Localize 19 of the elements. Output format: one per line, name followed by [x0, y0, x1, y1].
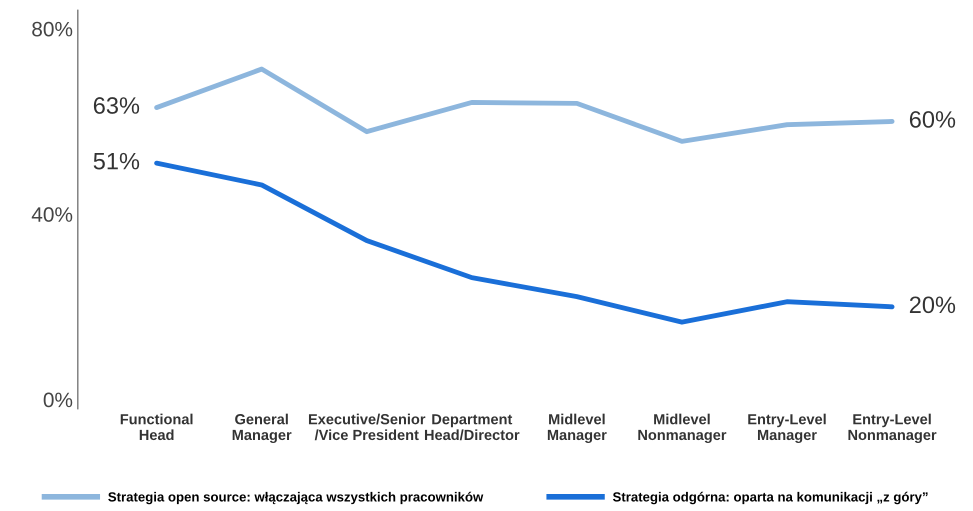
x-tick-label: Midlevel Manager	[548, 414, 607, 444]
y-tick-label: 80%	[32, 22, 72, 37]
x-tick-label: Entry-Level Manager	[748, 414, 826, 444]
legend-label: Strategia open source: włączająca wszystkich pracowników	[108, 492, 484, 504]
legend-label: Strategia odgórna: oparta na komunikacji „z góry”	[612, 492, 928, 504]
data-label: 51%	[94, 152, 140, 170]
x-tick-label: Executive/Senior /Vice President	[308, 414, 426, 440]
x-tick-label: Entry-Level Nonmanager	[848, 414, 936, 444]
y-tick-label: 0%	[44, 392, 72, 408]
line-series	[154, 160, 894, 325]
x-tick-label: Midlevel Nonmanager	[638, 414, 726, 444]
data-label: 63%	[94, 97, 140, 114]
x-tick-label: General Manager	[232, 414, 292, 444]
data-label: 60%	[910, 111, 956, 128]
x-tick-label: Functional Head	[120, 414, 192, 440]
y-tick-label: 40%	[32, 207, 72, 222]
line-series	[154, 66, 894, 144]
x-tick-label: Department Head/Director	[424, 414, 520, 440]
data-label: 20%	[910, 296, 956, 314]
